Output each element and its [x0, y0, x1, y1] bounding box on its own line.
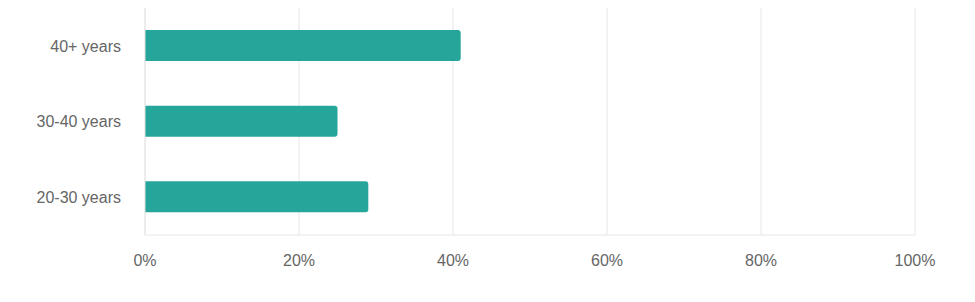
- svg-text:20-30 years: 20-30 years: [37, 189, 122, 206]
- svg-text:100%: 100%: [895, 252, 936, 269]
- svg-text:80%: 80%: [745, 252, 777, 269]
- svg-text:60%: 60%: [591, 252, 623, 269]
- svg-text:0%: 0%: [133, 252, 156, 269]
- svg-text:40+ years: 40+ years: [50, 38, 121, 55]
- svg-text:40%: 40%: [437, 252, 469, 269]
- svg-text:20%: 20%: [283, 252, 315, 269]
- svg-text:30-40 years: 30-40 years: [37, 113, 122, 130]
